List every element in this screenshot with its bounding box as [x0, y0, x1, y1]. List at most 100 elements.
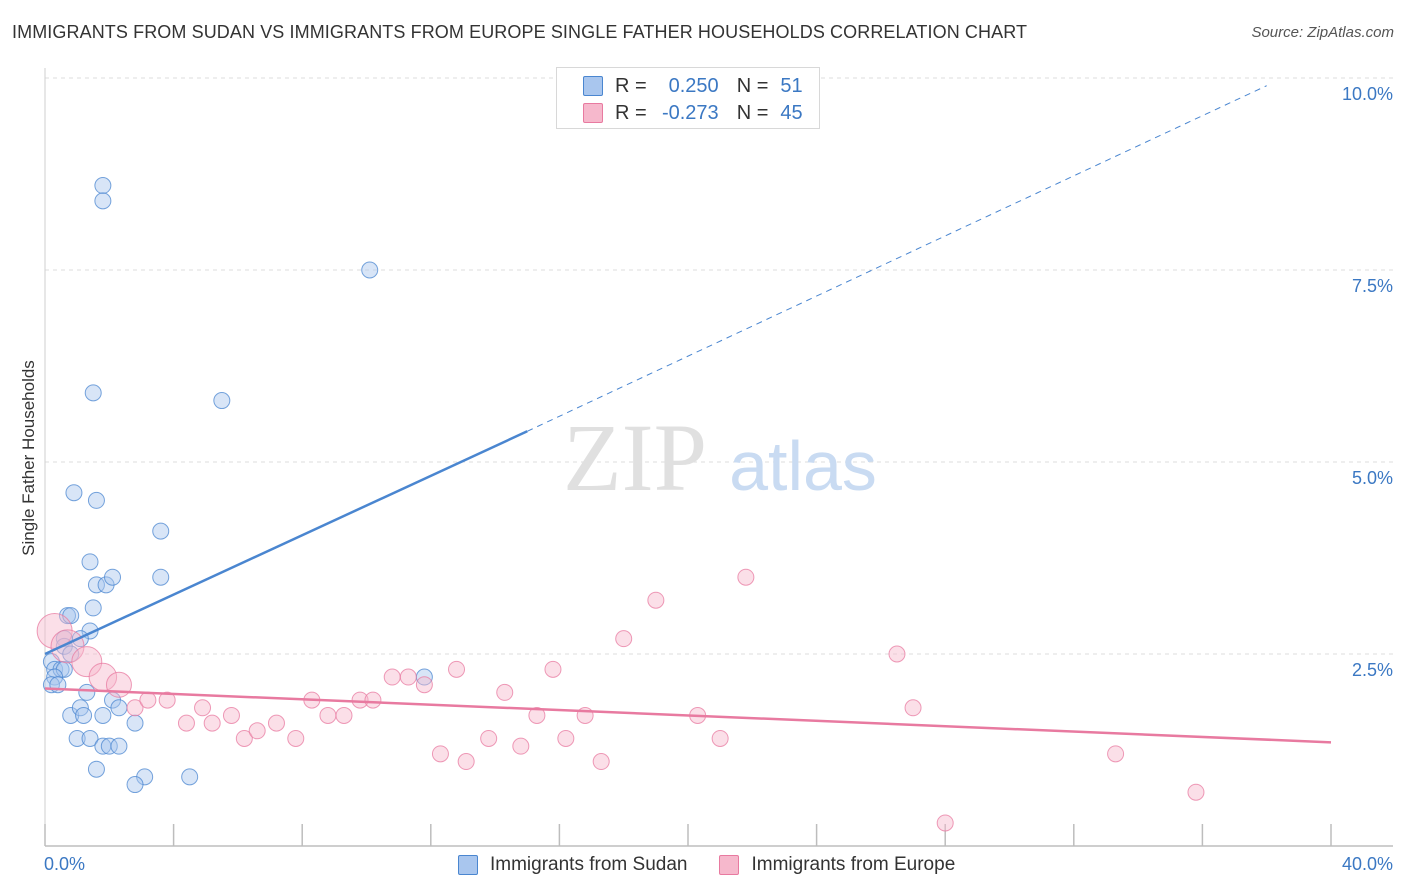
point-europe — [528, 706, 546, 724]
point-sudan — [94, 192, 112, 210]
point-sudan — [84, 384, 102, 402]
point-sudan — [62, 645, 80, 663]
point-europe — [431, 745, 449, 763]
y-tick-label: 10.0% — [1342, 84, 1393, 104]
point-europe — [448, 660, 466, 678]
point-europe — [457, 753, 475, 771]
watermark: ZIP atlas — [563, 404, 877, 511]
point-sudan — [87, 576, 105, 594]
point-europe — [222, 706, 240, 724]
point-sudan — [87, 491, 105, 509]
point-sudan — [213, 392, 231, 410]
legend-r-value-sudan: 0.250 — [668, 74, 719, 97]
point-sudan — [68, 729, 86, 747]
point-europe — [711, 729, 729, 747]
legend-row-europe: R = -0.273 N = 45 — [583, 101, 803, 125]
point-europe — [267, 714, 285, 732]
watermark-zip: ZIP — [563, 404, 707, 511]
watermark-atlas: atlas — [729, 427, 877, 505]
point-europe — [194, 699, 212, 717]
legend-row-sudan: R = 0.250 N = 51 — [583, 74, 803, 98]
point-europe — [319, 706, 337, 724]
source-label: Source: ZipAtlas.com — [1251, 24, 1394, 41]
point-sudan — [84, 599, 102, 617]
chart-title: IMMIGRANTS FROM SUDAN VS IMMIGRANTS FROM… — [12, 22, 1028, 42]
y-tick-label: 2.5% — [1352, 660, 1393, 680]
point-europe — [1107, 745, 1125, 763]
point-sudan — [126, 776, 144, 794]
point-sudan — [94, 706, 112, 724]
point-europe — [105, 671, 132, 698]
series-legend-sudan: Immigrants from Sudan — [458, 854, 687, 876]
series-swatch-europe — [719, 855, 740, 875]
point-europe — [351, 691, 369, 709]
y-tick-label: 7.5% — [1352, 276, 1393, 296]
point-europe — [399, 668, 417, 686]
point-sudan — [81, 729, 99, 747]
series-legend: Immigrants from Sudan Immigrants from Eu… — [458, 852, 955, 878]
legend-r-value-europe: -0.273 — [661, 101, 719, 124]
point-europe — [647, 591, 665, 609]
point-europe — [512, 737, 530, 755]
series-legend-europe: Immigrants from Europe — [719, 854, 955, 876]
legend-swatch-europe — [583, 103, 603, 123]
point-sudan — [361, 261, 379, 279]
series-swatch-sudan — [458, 855, 478, 875]
point-europe — [383, 668, 401, 686]
trend-line-sudan — [44, 430, 528, 656]
point-europe — [904, 699, 922, 717]
axes — [44, 68, 1393, 847]
point-europe — [50, 629, 85, 664]
point-europe — [936, 814, 954, 832]
x-tick-labels: 0.0% 40.0% — [44, 854, 1393, 874]
point-europe — [248, 722, 266, 740]
point-europe — [335, 706, 353, 724]
data-points — [36, 177, 1205, 832]
legend-swatch-sudan — [583, 76, 603, 96]
point-europe — [888, 645, 906, 663]
point-europe — [364, 691, 382, 709]
trend-line-sudan-extended — [527, 85, 1267, 432]
point-europe — [126, 699, 144, 717]
point-sudan — [65, 484, 83, 502]
series-label-sudan: Immigrants from Sudan — [490, 854, 688, 875]
point-europe — [592, 753, 610, 771]
point-europe — [287, 729, 305, 747]
point-europe — [415, 676, 433, 694]
grid-lines — [45, 77, 1393, 655]
legend-n-value-sudan: 51 — [780, 74, 803, 97]
point-europe — [177, 714, 195, 732]
legend-n-label: N = — [736, 74, 769, 97]
point-europe — [737, 568, 755, 586]
point-europe — [544, 660, 562, 678]
series-label-europe: Immigrants from Europe — [751, 854, 956, 875]
x-tick-label: 0.0% — [44, 854, 85, 874]
point-europe — [139, 691, 157, 709]
point-europe — [158, 691, 176, 709]
legend-r-label: R = — [615, 74, 647, 97]
point-europe — [480, 729, 498, 747]
point-sudan — [75, 706, 93, 724]
correlation-legend: R = 0.250 N = 51 R = -0.273 N = 45 — [556, 67, 820, 129]
point-europe — [557, 729, 575, 747]
trend-lines — [44, 85, 1332, 744]
point-sudan — [81, 553, 99, 571]
point-sudan — [152, 568, 170, 586]
y-tick-label: 5.0% — [1352, 468, 1393, 488]
x-tick-label: 40.0% — [1342, 854, 1393, 874]
y-tick-labels: 2.5% 5.0% 7.5% 10.0% — [1342, 84, 1393, 680]
y-axis-label: Single Father Households — [19, 360, 38, 556]
point-sudan — [181, 768, 199, 786]
legend-n-value-europe: 45 — [780, 101, 803, 124]
point-sudan — [110, 737, 128, 755]
point-europe — [203, 714, 221, 732]
point-sudan — [87, 760, 105, 778]
point-sudan — [126, 714, 144, 732]
point-sudan — [152, 522, 170, 540]
point-europe — [71, 646, 103, 678]
point-sudan — [94, 177, 112, 195]
legend-r-label: R = — [615, 101, 647, 124]
point-europe — [1187, 783, 1205, 801]
trend-line-europe — [44, 687, 1332, 744]
